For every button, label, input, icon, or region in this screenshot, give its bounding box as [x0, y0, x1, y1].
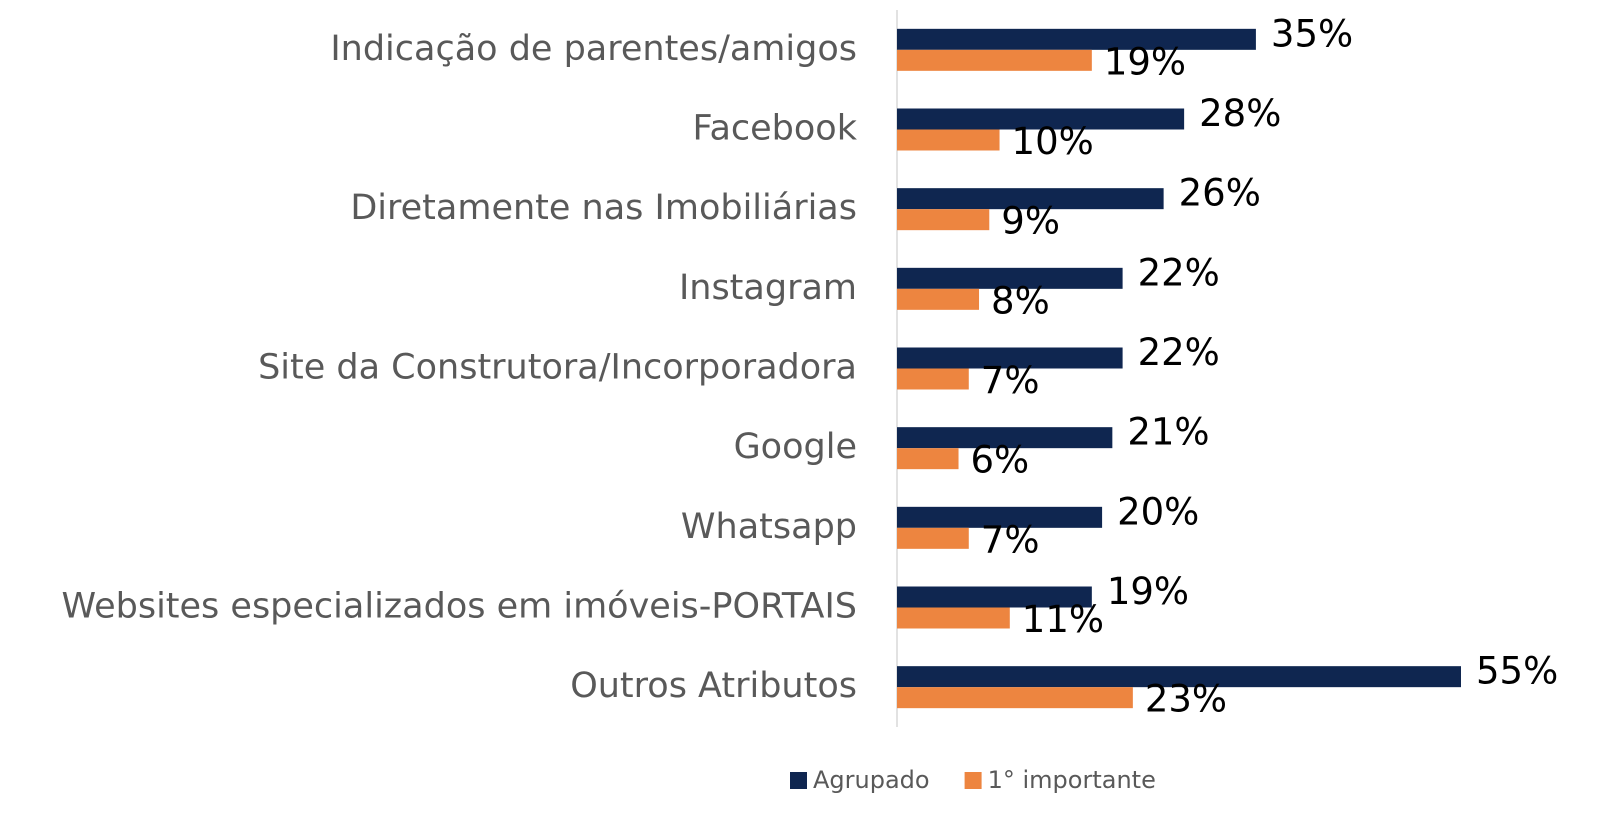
- bar: [897, 288, 980, 310]
- bar: [897, 527, 969, 549]
- value-label: 35%: [1271, 12, 1353, 55]
- bar: [897, 368, 969, 390]
- value-label: 28%: [1199, 92, 1281, 135]
- value-label: 26%: [1179, 172, 1261, 215]
- category-label: Facebook: [693, 109, 858, 149]
- bar: [897, 586, 1092, 608]
- category-label: Google: [734, 427, 857, 467]
- category-label: Instagram: [679, 268, 857, 308]
- bar: [897, 209, 990, 231]
- value-label: 7%: [981, 518, 1040, 561]
- bar: [897, 666, 1461, 688]
- category-label: Site da Construtora/Incorporadora: [258, 348, 857, 388]
- bar: [897, 427, 1113, 449]
- bar: [897, 347, 1123, 369]
- value-label: 22%: [1138, 331, 1220, 374]
- category-label: Outros Atributos: [570, 666, 857, 706]
- value-label: 55%: [1476, 650, 1558, 693]
- legend-label: Agrupado: [813, 766, 930, 794]
- category-label: Websites especializados em imóveis-PORTA…: [62, 587, 857, 627]
- bar: [897, 49, 1092, 71]
- value-label: 6%: [971, 439, 1030, 482]
- category-label: Diretamente nas Imobiliárias: [350, 188, 857, 228]
- category-label: Indicação de parentes/amigos: [330, 29, 857, 69]
- value-label: 9%: [1001, 200, 1060, 243]
- value-label: 11%: [1022, 598, 1104, 641]
- legend-label: 1° importante: [988, 766, 1156, 794]
- value-label: 19%: [1107, 570, 1189, 613]
- bar: [897, 188, 1164, 210]
- bar: [897, 687, 1133, 709]
- bar: [897, 108, 1185, 130]
- legend-swatch: [964, 772, 982, 789]
- bar: [897, 267, 1123, 289]
- value-label: 20%: [1117, 490, 1199, 533]
- value-label: 21%: [1127, 411, 1209, 454]
- value-label: 7%: [981, 359, 1040, 402]
- bar: [897, 448, 959, 470]
- value-label: 10%: [1012, 120, 1094, 163]
- value-label: 8%: [991, 279, 1050, 322]
- bar: [897, 607, 1010, 629]
- category-label: Whatsapp: [681, 507, 857, 547]
- value-label: 19%: [1104, 40, 1186, 83]
- bar: [897, 28, 1256, 50]
- bar: [897, 506, 1103, 528]
- value-label: 23%: [1145, 678, 1227, 721]
- value-label: 22%: [1138, 251, 1220, 294]
- bar: [897, 129, 1000, 151]
- legend-swatch: [790, 772, 807, 789]
